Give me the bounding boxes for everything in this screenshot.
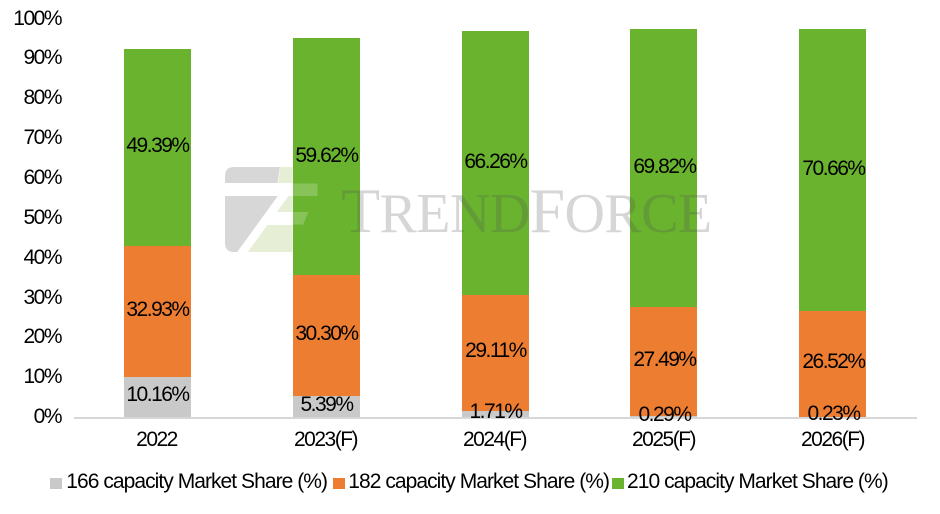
svg-text:TRENDFORCE: TRENDFORCE	[341, 175, 712, 246]
